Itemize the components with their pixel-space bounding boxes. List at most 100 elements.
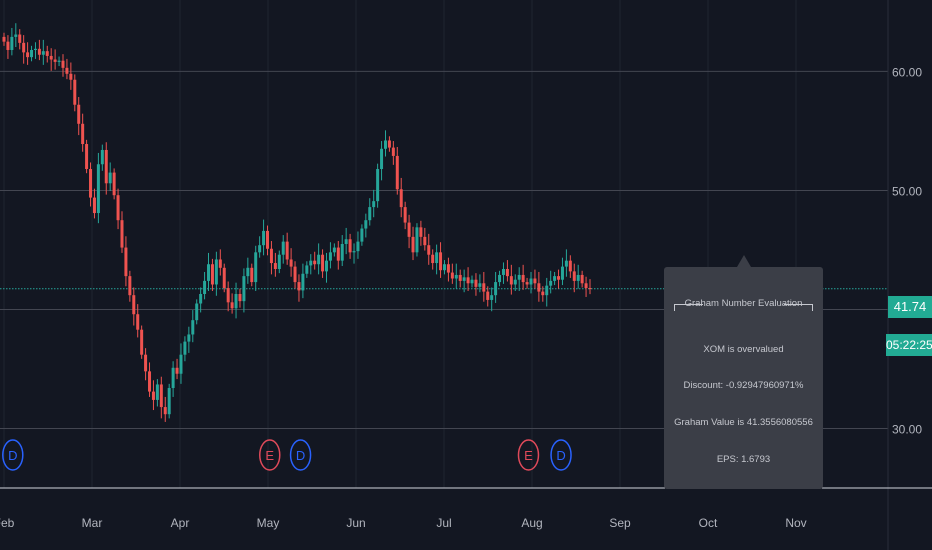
candle <box>155 379 159 407</box>
candle-body <box>195 303 199 321</box>
candle-body <box>85 144 89 170</box>
candle <box>57 56 61 67</box>
candle <box>509 264 513 295</box>
candle-body <box>529 278 533 285</box>
candle <box>328 242 332 269</box>
tooltip-eps: EPS: 1.6793 <box>716 454 771 465</box>
candle <box>277 250 281 274</box>
candle-body <box>199 293 203 304</box>
candle-body <box>509 276 513 285</box>
candle <box>159 376 163 419</box>
tooltip-title: Graham Number Evaluation <box>674 298 813 312</box>
candle <box>293 261 297 289</box>
countdown-tag: 05:22:25 <box>886 334 932 356</box>
candle <box>387 136 391 152</box>
candle <box>513 274 517 292</box>
candle <box>222 263 226 293</box>
candle <box>478 274 482 293</box>
candle-body <box>293 266 297 283</box>
candle <box>403 201 407 230</box>
candle-body <box>297 282 301 291</box>
candle-body <box>584 283 588 289</box>
candle-body <box>387 140 391 148</box>
candle <box>423 227 427 251</box>
candle <box>372 189 376 218</box>
candle-body <box>234 293 238 309</box>
candle <box>324 252 328 283</box>
candle-body <box>218 259 222 268</box>
candle <box>442 260 446 275</box>
x-tick-label: Apr <box>171 516 190 530</box>
candle <box>234 282 238 319</box>
candle-body <box>521 274 525 283</box>
candle <box>462 269 466 293</box>
candle-body <box>442 264 446 271</box>
candle-body <box>262 230 266 246</box>
x-axis: Feb Mar Apr May Jun Jul Aug Sep Oct Nov <box>0 516 807 530</box>
candle <box>45 45 49 63</box>
candle-body <box>41 51 45 55</box>
candle-body <box>171 367 175 389</box>
candle-body <box>498 274 502 283</box>
candle-body <box>144 354 148 372</box>
candle-body <box>340 244 344 261</box>
candle-body <box>411 236 415 253</box>
candle-body <box>100 149 104 165</box>
candle <box>368 198 372 226</box>
tooltip-discount: Discount: -0.92947960971% <box>683 380 804 391</box>
candle <box>486 286 490 307</box>
candle <box>140 325 144 359</box>
candle-body <box>277 254 281 269</box>
candle <box>10 27 14 56</box>
candle-body <box>124 247 128 277</box>
marker-circle <box>2 439 24 471</box>
marker-label: E <box>524 448 533 463</box>
candle <box>226 281 230 312</box>
marker-circle <box>550 439 572 471</box>
candle-body <box>167 388 171 415</box>
candle <box>572 263 576 293</box>
candle-body <box>222 267 226 289</box>
x-tick-label: Oct <box>699 516 718 530</box>
candle-body <box>148 371 152 392</box>
candle-body <box>328 252 332 261</box>
candle <box>120 211 124 253</box>
candle <box>557 269 561 289</box>
candle <box>285 232 289 265</box>
candle <box>352 243 356 264</box>
candle-body <box>183 341 187 355</box>
candle <box>332 243 336 257</box>
marker-circle <box>259 439 281 471</box>
candle-body <box>454 274 458 279</box>
candle-body <box>560 266 564 280</box>
candle-body <box>395 155 399 190</box>
candle-body <box>30 49 34 58</box>
candle-body <box>191 320 195 335</box>
candle-body <box>431 254 435 264</box>
candle-body <box>344 239 348 244</box>
candle-body <box>6 41 10 50</box>
candle-body <box>415 227 419 253</box>
candle-body <box>92 197 96 214</box>
candle-body <box>140 329 144 355</box>
candle <box>207 252 211 292</box>
candle <box>262 219 266 256</box>
candle-body <box>238 293 242 302</box>
candle <box>482 271 486 302</box>
candle-body <box>407 222 411 237</box>
candle-body <box>462 277 466 281</box>
candle <box>18 29 22 50</box>
candle <box>163 396 167 422</box>
candle-body <box>57 60 61 62</box>
candle-body <box>557 276 561 280</box>
candle <box>128 270 132 302</box>
candle-body <box>187 334 191 342</box>
candle-body <box>45 51 49 56</box>
x-tick-label: Jun <box>346 516 365 530</box>
candle-body <box>226 288 230 303</box>
candle-body <box>376 169 380 202</box>
candle <box>380 141 384 181</box>
candle <box>14 23 18 48</box>
candle <box>568 255 572 278</box>
